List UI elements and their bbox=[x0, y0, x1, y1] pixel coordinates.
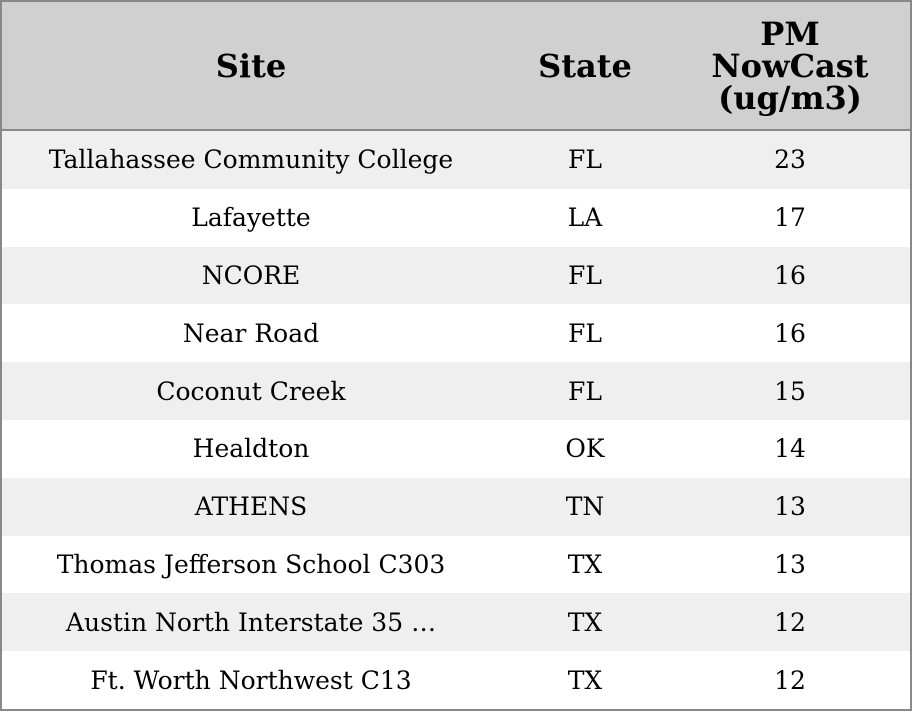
state-cell: FL bbox=[500, 246, 670, 305]
table-row: Near Road FL 16 bbox=[2, 304, 910, 363]
site-cell: Austin North Interstate 35 … bbox=[2, 593, 500, 652]
table-row: Lafayette LA 17 bbox=[2, 188, 910, 247]
state-cell: FL bbox=[500, 362, 670, 420]
site-cell: Near Road bbox=[2, 304, 500, 363]
site-cell: Tallahassee Community College bbox=[2, 130, 500, 189]
table-row: Austin North Interstate 35 … TX 12 bbox=[2, 593, 910, 652]
site-cell: Thomas Jefferson School C303 bbox=[2, 535, 500, 594]
table-row: Healdton OK 14 bbox=[2, 419, 910, 478]
state-cell: TX bbox=[500, 535, 670, 594]
pm-cell: 16 bbox=[670, 304, 910, 363]
site-cell: Ft. Worth Northwest C13 bbox=[2, 651, 500, 709]
table-row: Ft. Worth Northwest C13 TX 12 bbox=[2, 651, 910, 709]
state-cell: FL bbox=[500, 130, 670, 189]
state-cell: TX bbox=[500, 593, 670, 652]
pm-cell: 13 bbox=[670, 535, 910, 594]
column-header: State bbox=[500, 2, 670, 131]
pm-cell: 17 bbox=[670, 188, 910, 247]
state-cell: TX bbox=[500, 651, 670, 709]
table-row: ATHENS TN 13 bbox=[2, 477, 910, 536]
site-cell: Coconut Creek bbox=[2, 362, 500, 420]
pm-cell: 16 bbox=[670, 246, 910, 305]
table-row: Coconut Creek FL 15 bbox=[2, 362, 910, 420]
state-cell: FL bbox=[500, 304, 670, 363]
pm-cell: 23 bbox=[670, 130, 910, 189]
column-header-text: PM NowCast (ug/m3) bbox=[711, 14, 869, 117]
pm-cell: 13 bbox=[670, 477, 910, 536]
state-cell: LA bbox=[500, 188, 670, 247]
pm-cell: 12 bbox=[670, 651, 910, 709]
site-cell: Healdton bbox=[2, 419, 500, 478]
table-body: Tallahassee Community College FL 23 Lafayet… bbox=[2, 130, 910, 709]
site-cell: NCORE bbox=[2, 246, 500, 305]
table-row: Thomas Jefferson School C303 TX 13 bbox=[2, 535, 910, 594]
header-row: Site State PM NowCast (ug/m3) bbox=[2, 2, 910, 131]
pm-cell: 12 bbox=[670, 593, 910, 652]
state-cell: TN bbox=[500, 477, 670, 536]
state-cell: OK bbox=[500, 419, 670, 478]
site-cell: ATHENS bbox=[2, 477, 500, 536]
site-cell: Lafayette bbox=[2, 188, 500, 247]
column-header: PM NowCast (ug/m3) bbox=[670, 2, 910, 131]
table-row: NCORE FL 16 bbox=[2, 246, 910, 305]
pm-cell: 14 bbox=[670, 419, 910, 478]
table-header: Site State PM NowCast (ug/m3) bbox=[2, 2, 910, 131]
column-header: Site bbox=[2, 2, 500, 131]
pm-cell: 15 bbox=[670, 362, 910, 420]
table-row: Tallahassee Community College FL 23 bbox=[2, 130, 910, 189]
